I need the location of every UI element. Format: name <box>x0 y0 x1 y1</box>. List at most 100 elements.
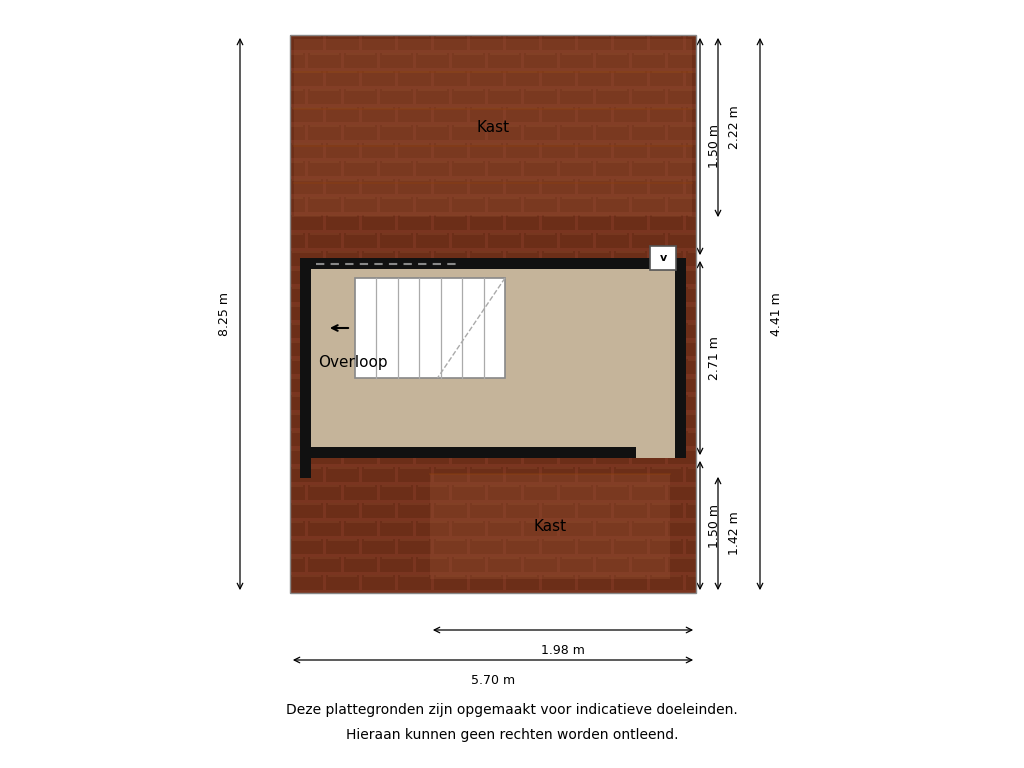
Bar <box>416 557 450 572</box>
Bar <box>290 341 305 356</box>
Bar <box>598 557 628 559</box>
Bar <box>670 449 696 451</box>
Bar <box>615 503 645 505</box>
Bar <box>524 485 557 500</box>
Bar <box>362 395 395 410</box>
Bar <box>634 557 664 559</box>
Bar <box>346 377 376 379</box>
Bar <box>398 503 431 518</box>
Bar <box>300 258 311 458</box>
Bar <box>650 287 683 303</box>
Bar <box>326 323 359 338</box>
Bar <box>362 431 395 446</box>
Bar <box>310 197 339 199</box>
Bar <box>596 305 629 320</box>
Bar <box>452 125 485 141</box>
Bar <box>668 197 696 212</box>
Bar <box>308 305 341 320</box>
Bar <box>344 197 377 212</box>
Bar <box>398 575 431 591</box>
Bar <box>688 251 696 253</box>
Bar <box>650 323 683 338</box>
Bar <box>688 431 696 433</box>
Bar <box>418 269 447 271</box>
Bar <box>436 575 465 578</box>
Bar <box>399 431 429 433</box>
Bar <box>675 258 686 458</box>
Bar <box>290 557 303 559</box>
Bar <box>364 143 393 145</box>
Bar <box>292 323 322 325</box>
Bar <box>615 179 645 181</box>
Bar <box>506 359 539 374</box>
Bar <box>596 485 629 500</box>
Bar <box>542 71 575 86</box>
Bar <box>650 539 683 554</box>
Bar <box>346 305 376 307</box>
Bar <box>399 539 429 541</box>
Text: Hieraan kunnen geen rechten worden ontleend.: Hieraan kunnen geen rechten worden ontle… <box>346 728 678 742</box>
Bar <box>292 251 322 253</box>
Bar <box>508 539 538 541</box>
Bar <box>362 359 395 374</box>
Bar <box>652 359 681 361</box>
Bar <box>578 287 611 303</box>
Bar <box>290 287 324 303</box>
Bar <box>632 53 666 68</box>
Bar <box>292 395 322 397</box>
Bar <box>328 467 357 469</box>
Bar <box>452 53 485 68</box>
Bar <box>506 107 539 122</box>
Bar <box>416 377 450 392</box>
Bar <box>436 143 465 145</box>
Bar <box>380 557 413 572</box>
Bar <box>560 161 593 177</box>
Bar <box>615 143 645 145</box>
Bar <box>310 377 339 379</box>
Bar <box>686 71 696 86</box>
Bar <box>578 179 611 194</box>
Bar <box>310 485 339 487</box>
Text: 8.25 m: 8.25 m <box>218 292 231 336</box>
Bar <box>418 89 447 91</box>
Bar <box>560 197 593 212</box>
Bar <box>430 474 670 579</box>
Bar <box>380 89 413 104</box>
Bar <box>598 161 628 163</box>
Bar <box>398 395 431 410</box>
Bar <box>416 269 450 284</box>
Bar <box>399 35 429 37</box>
Bar <box>634 197 664 199</box>
Bar <box>525 413 555 415</box>
Bar <box>290 251 324 266</box>
Bar <box>525 305 555 307</box>
Bar <box>578 575 611 591</box>
Bar <box>380 269 413 284</box>
Bar <box>362 287 395 303</box>
Bar <box>580 539 609 541</box>
Bar <box>308 485 341 500</box>
Bar <box>598 485 628 487</box>
Bar <box>670 485 696 487</box>
Bar <box>310 269 339 271</box>
Bar <box>506 323 539 338</box>
Bar <box>344 341 377 356</box>
Bar <box>434 215 467 230</box>
Bar <box>470 107 503 122</box>
Bar <box>290 557 305 572</box>
Bar <box>362 71 395 86</box>
Bar <box>290 161 303 163</box>
Bar <box>362 251 395 266</box>
Bar <box>578 251 611 266</box>
Bar <box>652 35 681 37</box>
Bar <box>506 467 539 482</box>
Bar <box>508 71 538 73</box>
Bar <box>362 143 395 158</box>
Bar <box>542 503 575 518</box>
Bar <box>436 431 465 433</box>
Bar <box>508 215 538 217</box>
Bar <box>560 125 593 141</box>
Bar <box>344 557 377 572</box>
Bar <box>310 413 339 415</box>
Bar <box>525 197 555 199</box>
